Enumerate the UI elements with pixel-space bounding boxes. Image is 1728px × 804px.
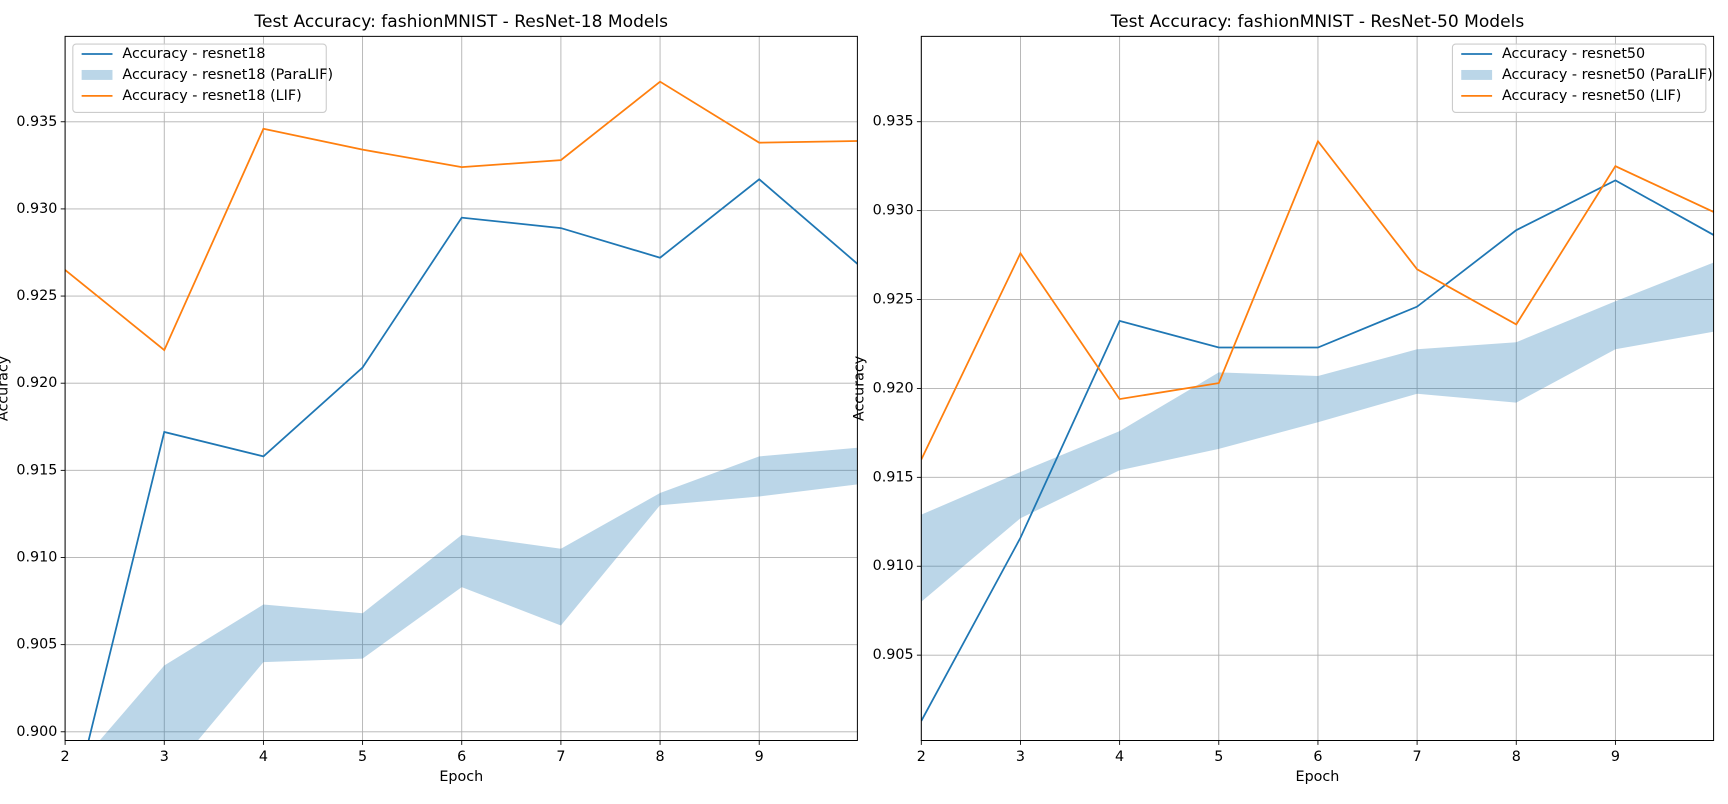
y-tick-label: 0.920 <box>16 375 57 391</box>
x-tick-label: 9 <box>755 749 764 765</box>
legend-box <box>72 43 327 113</box>
legend-label: Accuracy - resnet50 (LIF) <box>1502 88 1681 104</box>
x-tick-label: 7 <box>1413 749 1422 765</box>
y-axis-label: Accuracy <box>852 355 868 421</box>
axes-frame <box>64 35 858 741</box>
legend-label: Accuracy - resnet18 (LIF) <box>122 88 301 104</box>
y-tick-label: 0.905 <box>16 637 57 653</box>
chart-title: Test Accuracy: fashionMNIST - ResNet-18 … <box>253 12 668 32</box>
legend-swatch <box>1461 69 1493 80</box>
x-axis-label: Epoch <box>1296 769 1340 785</box>
legend: Accuracy - resnet18 Accuracy - resnet18 (… <box>72 43 333 113</box>
y-tick-label: 0.930 <box>16 201 57 217</box>
x-tick-label: 4 <box>1115 749 1124 765</box>
x-tick-label: 5 <box>1214 749 1223 765</box>
y-tick-label: 0.925 <box>16 288 57 304</box>
legend-label: Accuracy - resnet50 (ParaLIF) <box>1502 67 1713 83</box>
band-area <box>99 447 858 741</box>
y-tick-label: 0.930 <box>873 203 914 219</box>
y-tick-label: 0.920 <box>873 380 914 396</box>
legend: Accuracy - resnet50 Accuracy - resnet50 (… <box>1451 43 1713 113</box>
x-tick-label: 6 <box>457 749 466 765</box>
x-tick-label: 8 <box>1512 749 1521 765</box>
data-line <box>87 178 858 741</box>
data-line <box>921 179 1714 722</box>
y-axis-label: Accuracy <box>0 355 11 421</box>
x-tick-label: 9 <box>1611 749 1620 765</box>
data-line <box>921 139 1714 460</box>
plot-area <box>65 80 858 741</box>
x-axis-label: Epoch <box>439 769 483 785</box>
x-tick-label: 2 <box>61 749 70 765</box>
legend-box <box>1451 43 1707 113</box>
x-tick-label: 3 <box>160 749 169 765</box>
legend-swatch <box>81 69 113 80</box>
y-tick-label: 0.900 <box>16 724 57 740</box>
axes-frame <box>920 35 1715 741</box>
chart-title: Test Accuracy: fashionMNIST - ResNet-50 … <box>1110 12 1525 32</box>
band-area <box>921 262 1714 602</box>
x-tick-label: 3 <box>1016 749 1025 765</box>
x-tick-label: 6 <box>1313 749 1322 765</box>
x-tick-label: 5 <box>358 749 367 765</box>
y-tick-label: 0.935 <box>16 114 57 130</box>
x-tick-label: 4 <box>259 749 268 765</box>
x-tick-label: 2 <box>917 749 926 765</box>
legend-label: Accuracy - resnet50 <box>1502 46 1645 62</box>
x-tick-label: 8 <box>656 749 665 765</box>
x-tick-label: 7 <box>556 749 565 765</box>
legend-label: Accuracy - resnet18 <box>122 46 265 62</box>
subplot: Test Accuracy: fashionMNIST - ResNet-50 … <box>852 12 1715 785</box>
legend-label: Accuracy - resnet18 (ParaLIF) <box>122 67 333 83</box>
plot-area <box>921 139 1714 722</box>
y-tick-label: 0.925 <box>873 292 914 308</box>
y-tick-label: 0.915 <box>873 469 914 485</box>
subplot: Test Accuracy: fashionMNIST - ResNet-18 … <box>0 12 858 785</box>
data-line <box>65 80 858 352</box>
y-tick-label: 0.915 <box>16 462 57 478</box>
y-tick-label: 0.910 <box>16 549 57 565</box>
y-tick-label: 0.905 <box>873 647 914 663</box>
y-tick-label: 0.935 <box>873 114 914 130</box>
y-tick-label: 0.910 <box>873 558 914 574</box>
